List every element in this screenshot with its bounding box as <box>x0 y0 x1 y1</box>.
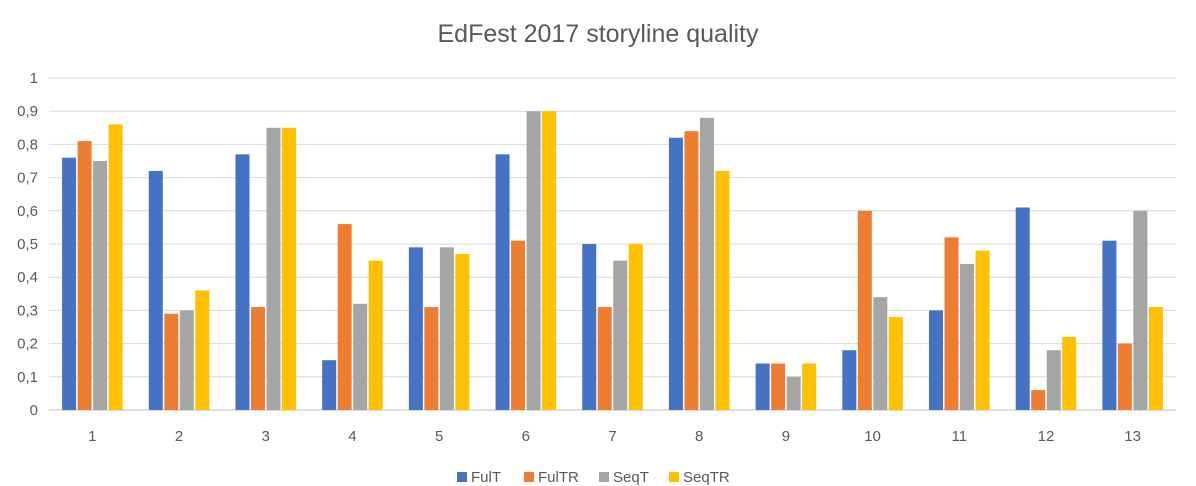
bar-FulTR-13 <box>1117 343 1132 410</box>
y-tick-label: 0,8 <box>17 136 38 153</box>
legend-label: FulTR <box>538 469 579 486</box>
bar-FulTR-9 <box>771 363 786 410</box>
bar-FulTR-6 <box>511 240 526 410</box>
x-tick-label: 13 <box>1124 428 1141 445</box>
bar-SeqTR-7 <box>628 244 643 410</box>
x-tick-label: 1 <box>88 428 96 445</box>
bars <box>62 111 1163 411</box>
bar-FulTR-10 <box>857 210 872 410</box>
bar-FulTR-11 <box>944 237 959 410</box>
bar-SeqT-4 <box>353 303 368 410</box>
bar-SeqTR-13 <box>1148 307 1163 410</box>
y-axis: 0 0,1 0,2 0,3 0,4 0,5 0,6 0,7 0,8 0,9 1 <box>17 70 38 419</box>
legend-label: FulT <box>471 469 501 486</box>
bar-SeqT-9 <box>786 376 801 410</box>
x-tick-label: 8 <box>695 428 703 445</box>
bar-SeqT-7 <box>613 260 628 410</box>
bar-SeqT-10 <box>873 297 888 410</box>
bar-FulT-3 <box>235 154 250 410</box>
bar-FulTR-8 <box>684 131 699 410</box>
bar-SeqT-2 <box>179 310 194 410</box>
bar-FulT-4 <box>322 360 337 410</box>
gridlines <box>49 77 1176 411</box>
bar-FulT-7 <box>582 244 597 410</box>
bar-SeqTR-12 <box>1062 336 1077 410</box>
y-tick-label: 0,1 <box>17 369 38 386</box>
bar-SeqTR-6 <box>542 111 557 410</box>
legend-swatch <box>599 472 609 482</box>
legend-label: SeqT <box>613 469 649 486</box>
x-tick-label: 7 <box>608 428 616 445</box>
bar-SeqTR-11 <box>975 250 990 410</box>
bar-FulT-8 <box>668 137 683 410</box>
bar-SeqT-11 <box>960 263 975 410</box>
legend: FulT FulTR SeqT SeqTR <box>457 469 730 486</box>
x-axis: 1 2 3 4 5 6 7 8 9 10 11 12 13 <box>88 428 1141 445</box>
bar-FulT-1 <box>62 157 77 410</box>
bar-SeqT-8 <box>699 117 714 410</box>
legend-swatch <box>524 472 534 482</box>
legend-swatch <box>457 472 467 482</box>
x-tick-label: 6 <box>522 428 530 445</box>
bar-SeqTR-5 <box>455 253 470 410</box>
bar-FulT-13 <box>1102 240 1117 410</box>
y-tick-label: 0,3 <box>17 302 38 319</box>
y-tick-label: 0,4 <box>17 269 38 286</box>
y-tick-label: 1 <box>30 70 38 87</box>
y-tick-label: 0,5 <box>17 236 38 253</box>
bar-SeqT-1 <box>93 161 108 410</box>
bar-FulTR-3 <box>250 307 265 410</box>
bar-FulT-9 <box>755 363 770 410</box>
x-tick-label: 12 <box>1038 428 1055 445</box>
bar-FulTR-4 <box>337 224 352 410</box>
bar-FulT-11 <box>929 310 944 410</box>
bar-SeqT-12 <box>1046 350 1061 410</box>
y-tick-label: 0 <box>30 402 38 419</box>
bar-SeqTR-10 <box>888 317 903 410</box>
bar-FulTR-5 <box>424 307 439 410</box>
bar-FulTR-7 <box>597 307 612 410</box>
bar-FulTR-2 <box>164 313 179 410</box>
bar-SeqTR-1 <box>108 124 123 410</box>
x-tick-label: 2 <box>175 428 183 445</box>
x-tick-label: 11 <box>951 428 967 445</box>
y-tick-label: 0,6 <box>17 203 38 220</box>
bar-SeqT-5 <box>439 247 454 410</box>
bar-FulT-6 <box>495 154 510 410</box>
bar-SeqTR-3 <box>281 127 296 411</box>
bar-SeqT-6 <box>526 111 541 410</box>
bar-SeqTR-2 <box>195 290 210 410</box>
x-tick-label: 3 <box>262 428 270 445</box>
y-tick-label: 0,9 <box>17 103 38 120</box>
bar-SeqTR-8 <box>715 170 730 410</box>
bar-SeqTR-4 <box>368 260 383 410</box>
y-tick-label: 0,2 <box>17 336 38 353</box>
bar-FulT-12 <box>1015 207 1030 410</box>
bar-FulT-10 <box>842 350 857 410</box>
bar-FulTR-12 <box>1031 390 1046 410</box>
x-tick-label: 9 <box>782 428 790 445</box>
x-tick-label: 5 <box>435 428 443 445</box>
bar-SeqT-3 <box>266 127 281 411</box>
legend-label: SeqTR <box>683 469 730 486</box>
x-tick-label: 4 <box>348 428 356 445</box>
y-tick-label: 0,7 <box>17 170 38 187</box>
bar-SeqTR-9 <box>802 363 817 410</box>
bar-FulTR-1 <box>77 141 92 410</box>
x-tick-label: 10 <box>864 428 881 445</box>
bar-FulT-2 <box>148 170 163 410</box>
bar-FulT-5 <box>408 247 423 410</box>
bar-SeqT-13 <box>1133 210 1148 410</box>
legend-swatch <box>669 472 679 482</box>
chart-title: EdFest 2017 storyline quality <box>437 20 759 48</box>
